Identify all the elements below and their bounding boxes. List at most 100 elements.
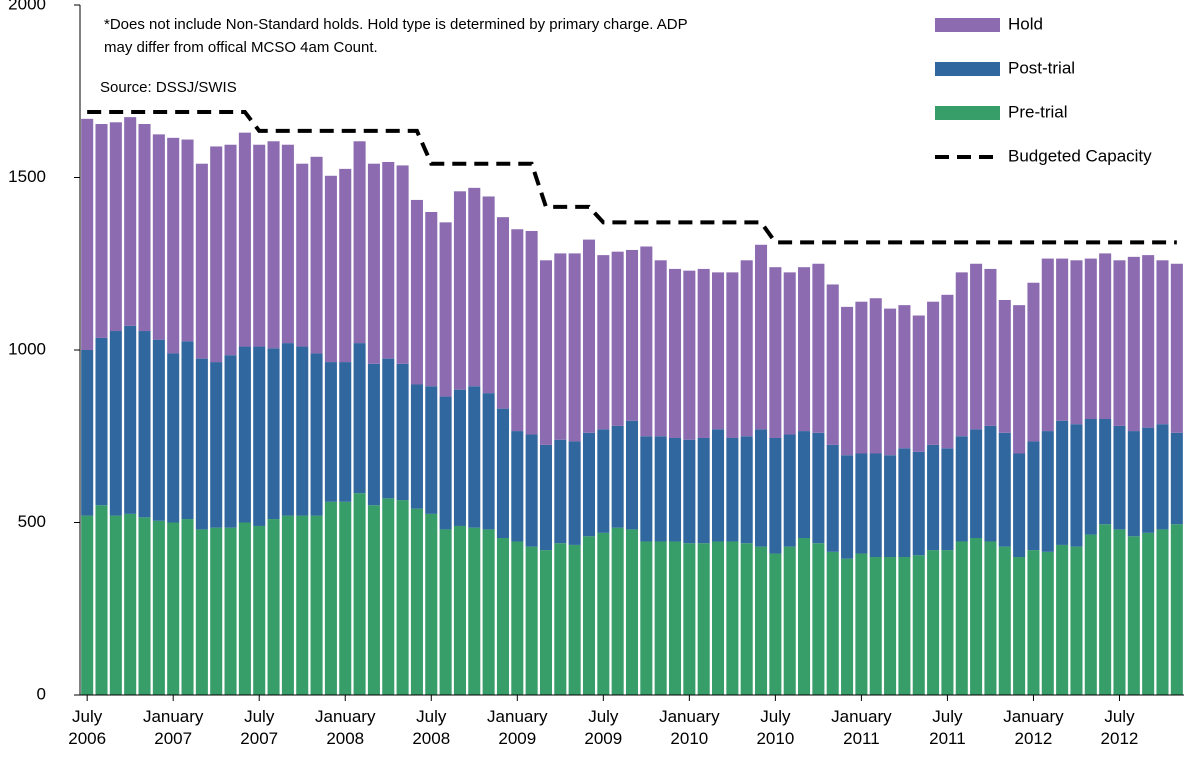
bar-segment	[654, 541, 667, 695]
bar-segment	[310, 515, 323, 695]
bar-segment	[783, 272, 796, 435]
bar-segment	[712, 272, 725, 430]
bar-segment	[640, 436, 653, 542]
bar-segment	[167, 137, 180, 354]
bar-segment	[998, 432, 1011, 547]
bar-segment	[1027, 441, 1040, 551]
bar-segment	[324, 362, 337, 502]
bar-segment	[1013, 453, 1026, 557]
bar-segment	[783, 546, 796, 695]
bar-segment	[267, 141, 280, 349]
legend-label: Budgeted Capacity	[1008, 146, 1152, 165]
bar-segment	[439, 529, 452, 695]
bar-segment	[769, 553, 782, 695]
bar-segment	[468, 187, 481, 387]
bar-segment	[396, 363, 409, 501]
bar-segment	[998, 546, 1011, 695]
bar-segment	[970, 429, 983, 539]
bar-segment	[224, 527, 237, 695]
bar-segment	[755, 429, 768, 547]
bar-segment	[654, 436, 667, 542]
bar-segment	[195, 529, 208, 695]
bar-segment	[339, 168, 352, 363]
bar-segment	[138, 124, 151, 332]
bar-segment	[281, 144, 294, 344]
bar-segment	[697, 437, 710, 544]
bar-segment	[367, 163, 380, 364]
bar-segment	[353, 141, 366, 344]
bar-segment	[668, 541, 682, 695]
bar-segment	[525, 230, 538, 435]
bar-segment	[124, 325, 137, 514]
bar-segment	[482, 529, 495, 695]
bar-segment	[984, 425, 997, 542]
bar-segment	[167, 353, 180, 523]
bar-segment	[912, 555, 925, 695]
bar-segment	[912, 315, 925, 452]
bar-segment	[109, 331, 122, 516]
bar-segment	[841, 558, 854, 695]
bar-segment	[826, 444, 839, 552]
bar-segment	[970, 263, 983, 430]
bar-segment	[181, 139, 194, 342]
bar-segment	[1142, 427, 1155, 533]
bar-segment	[453, 389, 466, 526]
bar-segment	[210, 527, 223, 695]
bar-segment	[1142, 532, 1155, 695]
y-tick-label: 1500	[8, 167, 46, 186]
bar-segment	[152, 520, 165, 695]
bar-segment	[482, 393, 495, 530]
bar-segment	[769, 437, 782, 554]
bar-segment	[1041, 258, 1054, 432]
bar-segment	[1156, 529, 1169, 695]
bar-segment	[798, 538, 811, 695]
bar-segment	[582, 536, 596, 695]
bar-segment	[310, 156, 323, 354]
bar-segment	[81, 515, 94, 695]
x-tick-label: July 2006	[68, 707, 107, 748]
bar-segment	[1170, 432, 1183, 525]
bar-segment	[253, 525, 266, 695]
y-tick-label: 0	[37, 684, 46, 703]
bar-segment	[167, 522, 180, 695]
bar-segment	[1127, 256, 1140, 432]
bar-segment	[841, 455, 854, 559]
bar-segment	[453, 525, 466, 695]
bar-segment	[597, 429, 610, 533]
bar-segment	[712, 541, 725, 695]
bar-segment	[582, 432, 596, 537]
bar-segment	[697, 543, 710, 695]
bar-segment	[826, 284, 839, 445]
bar-segment	[869, 453, 882, 557]
bar-segment	[1056, 258, 1069, 421]
bar-segment	[195, 163, 208, 359]
bar-segment	[984, 541, 997, 695]
bar-segment	[296, 515, 309, 695]
bar-segment	[826, 551, 839, 695]
bar-segment	[1099, 253, 1112, 419]
bar-segment	[152, 134, 165, 340]
bar-segment	[625, 529, 639, 695]
bar-segment	[511, 229, 524, 432]
bar-segment	[453, 191, 466, 390]
bar-segment	[396, 165, 409, 364]
x-tick-label: January 2011	[831, 707, 892, 748]
bar-segment	[210, 362, 223, 528]
bar-segment	[683, 270, 696, 440]
bar-segment	[353, 343, 366, 494]
bar-segment	[668, 268, 682, 438]
bar-segment	[109, 515, 122, 695]
bar-segment	[324, 501, 337, 695]
bar-segment	[95, 337, 108, 506]
bar-segment	[81, 118, 94, 350]
bar-segment	[238, 522, 251, 695]
x-tick-label: July 2007	[240, 707, 279, 748]
bar-segment	[410, 508, 423, 695]
bar-segment	[568, 253, 581, 442]
bar-segment	[152, 339, 165, 521]
bar-segment	[382, 161, 395, 359]
bar-segment	[238, 132, 251, 347]
bar-segment	[1056, 544, 1069, 695]
bar-segment	[884, 455, 897, 557]
